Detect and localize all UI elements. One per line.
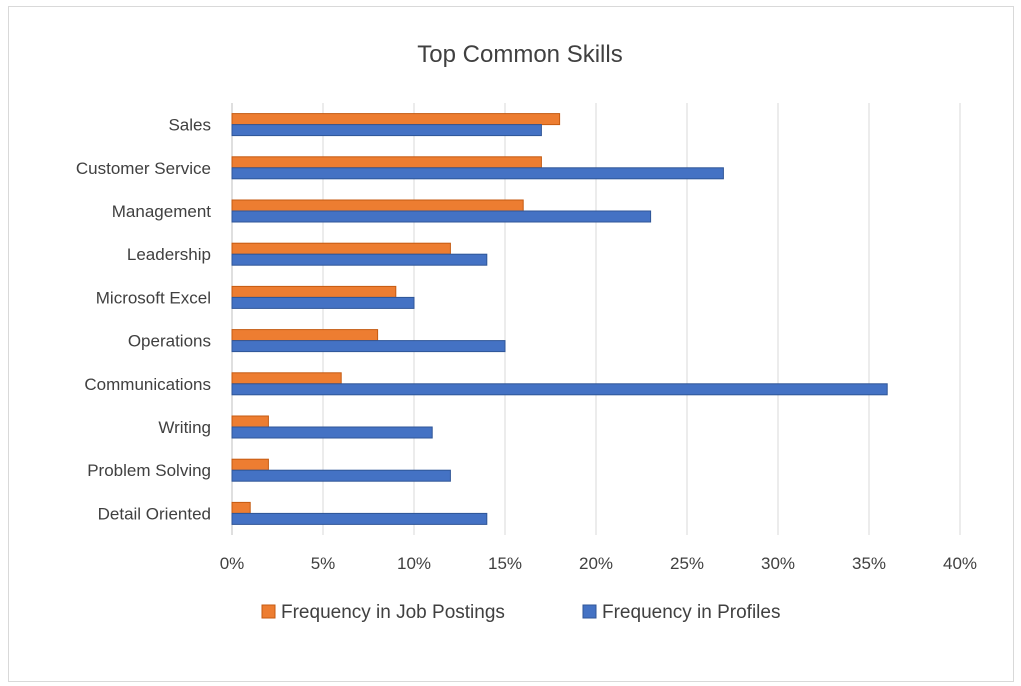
bar-job-postings: [231, 113, 561, 126]
bar-job-postings: [231, 372, 342, 385]
x-tick-label: 40%: [943, 554, 977, 573]
y-category-label: Sales: [168, 116, 211, 135]
bar-profiles: [231, 210, 652, 223]
legend-label-job-postings: Frequency in Job Postings: [281, 602, 505, 623]
bar-profiles: [231, 426, 433, 439]
y-category-label: Leadership: [127, 245, 211, 264]
chart-title: Top Common Skills: [417, 41, 622, 68]
x-tick-label: 20%: [579, 554, 613, 573]
x-tick-label: 5%: [311, 554, 336, 573]
y-axis-labels: Sales Customer Service Management Leadershi…: [76, 116, 211, 524]
y-category-label: Microsoft Excel: [96, 288, 211, 307]
bar-profiles: [231, 124, 542, 137]
x-tick-label: 30%: [761, 554, 795, 573]
bar-profiles: [231, 296, 415, 309]
bar-job-postings: [231, 501, 251, 514]
y-category-label: Problem Solving: [87, 461, 211, 480]
bar-profiles: [231, 383, 888, 396]
bar-job-postings: [231, 415, 269, 428]
bar-profiles: [231, 512, 488, 525]
x-tick-label: 35%: [852, 554, 886, 573]
bars: [231, 113, 888, 525]
bar-job-postings: [231, 242, 451, 255]
y-category-label: Customer Service: [76, 159, 211, 178]
bar-job-postings: [231, 458, 269, 471]
x-tick-label: 25%: [670, 554, 704, 573]
x-axis-labels: 0% 5% 10% 15% 20% 25% 30% 35% 40%: [220, 554, 977, 573]
bar-profiles: [231, 340, 506, 353]
y-category-label: Management: [112, 202, 212, 221]
legend-label-profiles: Frequency in Profiles: [602, 602, 780, 623]
bar-job-postings: [231, 199, 524, 212]
bar-job-postings: [231, 329, 379, 342]
x-tick-label: 0%: [220, 554, 245, 573]
legend: Frequency in Job Postings Frequency in Pr…: [261, 602, 780, 623]
bar-profiles: [231, 469, 451, 482]
legend-swatch-job-postings: [261, 604, 276, 619]
x-tick-label: 10%: [397, 554, 431, 573]
y-category-label: Detail Oriented: [98, 504, 211, 523]
bar-job-postings: [231, 156, 542, 169]
bar-profiles: [231, 167, 724, 180]
y-category-label: Communications: [84, 375, 211, 394]
y-category-label: Operations: [128, 332, 211, 351]
y-category-label: Writing: [158, 418, 211, 437]
x-tick-label: 15%: [488, 554, 522, 573]
bar-profiles: [231, 253, 488, 266]
bar-job-postings: [231, 285, 397, 298]
legend-swatch-profiles: [582, 604, 597, 619]
